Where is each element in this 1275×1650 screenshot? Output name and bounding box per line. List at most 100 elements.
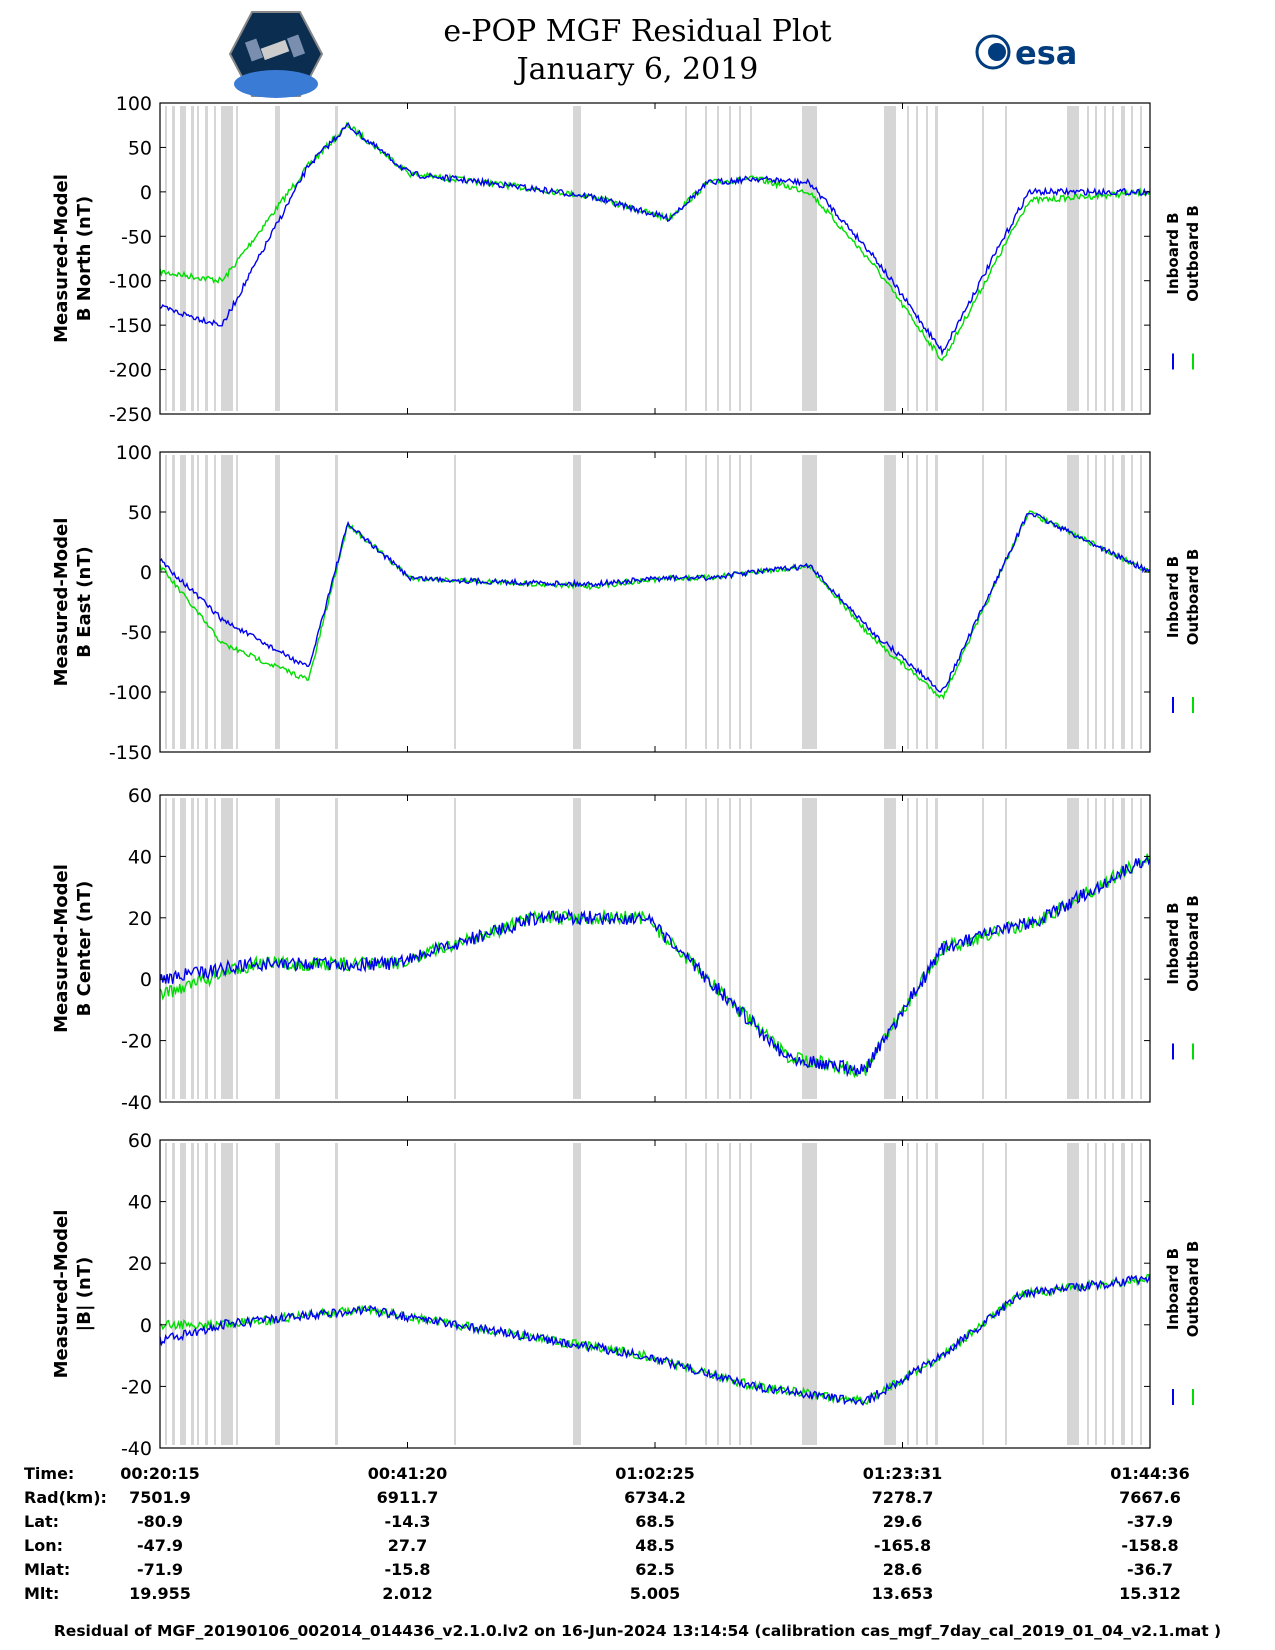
- data-gap-band: [197, 106, 199, 411]
- data-gap-band: [236, 798, 238, 1099]
- data-gap-band: [180, 455, 186, 749]
- ephemeris-value: -37.9: [1126, 1512, 1174, 1531]
- y-axis-label: Measured-Model: [51, 174, 72, 343]
- data-gap-band: [739, 1143, 741, 1445]
- data-gap-band: [335, 455, 338, 749]
- data-gap-band: [802, 1143, 817, 1445]
- outboard-series-line: [159, 510, 1151, 701]
- data-gap-band: [705, 106, 707, 411]
- data-gap-band: [1121, 106, 1125, 411]
- data-gap-band: [1140, 106, 1142, 411]
- ephemeris-row-label: Lat:: [24, 1512, 60, 1531]
- panel-2: 100 50 0 -50 -100 -150 Measured-Model B East (n…: [51, 442, 1202, 764]
- chart-date: January 6, 2019: [516, 52, 759, 87]
- ephemeris-value: 48.5: [635, 1536, 675, 1555]
- data-gap-band: [926, 455, 928, 749]
- time-tick-label: 00:20:15: [120, 1464, 200, 1483]
- y-axis-label: |B| (nT): [74, 1257, 95, 1332]
- y-tick-label: 40: [128, 846, 152, 868]
- data-gap-band: [884, 1143, 896, 1445]
- data-gap-band: [454, 1143, 456, 1445]
- data-gap-band: [205, 1143, 208, 1445]
- data-gap-band: [573, 106, 581, 411]
- data-gap-band: [172, 1143, 175, 1445]
- data-gap-band: [1087, 106, 1089, 411]
- panel-1: 100 50 0 -50 -100 -150 -200 -250 Measured-Model B…: [51, 93, 1202, 426]
- plot-frame: [159, 451, 1151, 753]
- y-axis-label: Measured-Model: [51, 1210, 72, 1379]
- footer-caption: Residual of MGF_20190106_002014_014436_v…: [53, 1622, 1222, 1640]
- data-gap-band: [685, 455, 687, 749]
- ephemeris-value: -15.8: [384, 1560, 431, 1579]
- data-gap-band: [750, 106, 752, 411]
- data-gap-band: [884, 798, 896, 1099]
- data-gap-band: [1112, 798, 1114, 1099]
- data-gap-band: [335, 1143, 338, 1445]
- data-gap-band: [907, 798, 909, 1099]
- data-gap-band: [916, 455, 918, 749]
- data-gap-band: [573, 798, 581, 1099]
- y-tick-label: -100: [109, 271, 152, 293]
- data-gap-band: [197, 1143, 199, 1445]
- data-gap-band: [236, 1143, 238, 1445]
- esa-logo-icon: esa: [975, 34, 1077, 72]
- data-gap-band: [717, 106, 719, 411]
- data-gap-band: [1067, 106, 1079, 411]
- data-gap-band: [205, 106, 208, 411]
- ephemeris-row-label: Rad(km):: [24, 1488, 107, 1507]
- data-gap-band: [1095, 1143, 1097, 1445]
- y-axis-label: B Center (nT): [74, 881, 95, 1017]
- data-gap-band: [926, 798, 928, 1099]
- ephemeris-value: 15.312: [1119, 1584, 1181, 1603]
- data-gap-band: [573, 455, 581, 749]
- y-tick-label: 100: [116, 93, 152, 115]
- data-gap-band: [191, 1143, 194, 1445]
- data-gap-band: [1005, 455, 1007, 749]
- data-gap-band: [685, 798, 687, 1099]
- y-tick-label: 60: [128, 785, 152, 807]
- data-gap-band: [275, 455, 280, 749]
- data-gap-band: [926, 1143, 928, 1445]
- data-gap-band: [454, 455, 456, 749]
- data-gap-band: [214, 1143, 216, 1445]
- data-gap-band: [221, 1143, 233, 1445]
- plot-frame: [159, 102, 1151, 415]
- data-gap-band: [1121, 455, 1125, 749]
- data-gap-band: [1131, 798, 1133, 1099]
- y-tick-label: -20: [121, 1376, 152, 1398]
- data-gap-band: [739, 798, 741, 1099]
- data-gap-band: [172, 106, 175, 411]
- data-gap-band: [197, 455, 199, 749]
- ephemeris-value: -71.9: [136, 1560, 184, 1579]
- data-gap-band: [802, 455, 817, 749]
- data-gap-band: [705, 798, 707, 1099]
- data-gap-band: [236, 455, 238, 749]
- data-gap-band: [916, 798, 918, 1099]
- y-tick-label: 0: [140, 969, 152, 991]
- data-gap-band: [717, 455, 719, 749]
- ephemeris-value: -80.9: [136, 1512, 184, 1531]
- data-gap-band: [205, 798, 208, 1099]
- y-tick-label: 50: [128, 137, 152, 159]
- y-tick-label: -20: [121, 1031, 152, 1053]
- data-gap-band: [907, 106, 909, 411]
- data-gap-band: [1104, 1143, 1106, 1445]
- data-gap-band: [335, 798, 338, 1099]
- ephemeris-value: -165.8: [873, 1536, 932, 1555]
- y-tick-label: -50: [121, 226, 152, 248]
- data-gap-band: [1067, 1143, 1079, 1445]
- ephemeris-value: -36.7: [1126, 1560, 1174, 1579]
- data-gap-band: [1112, 455, 1114, 749]
- data-gap-band: [884, 106, 896, 411]
- plot-frame: [159, 1139, 1151, 1449]
- ephemeris-value: 28.6: [882, 1560, 923, 1579]
- data-gap-band: [1087, 455, 1089, 749]
- data-gap-band: [1104, 106, 1106, 411]
- data-gap-band: [916, 1143, 918, 1445]
- data-gap-band: [884, 455, 896, 749]
- y-tick-label: 50: [128, 502, 152, 524]
- data-gap-band: [729, 1143, 731, 1445]
- legend-outboard-label: Outboard B: [1184, 549, 1202, 646]
- data-gap-band: [1095, 798, 1097, 1099]
- data-gap-band: [221, 798, 233, 1099]
